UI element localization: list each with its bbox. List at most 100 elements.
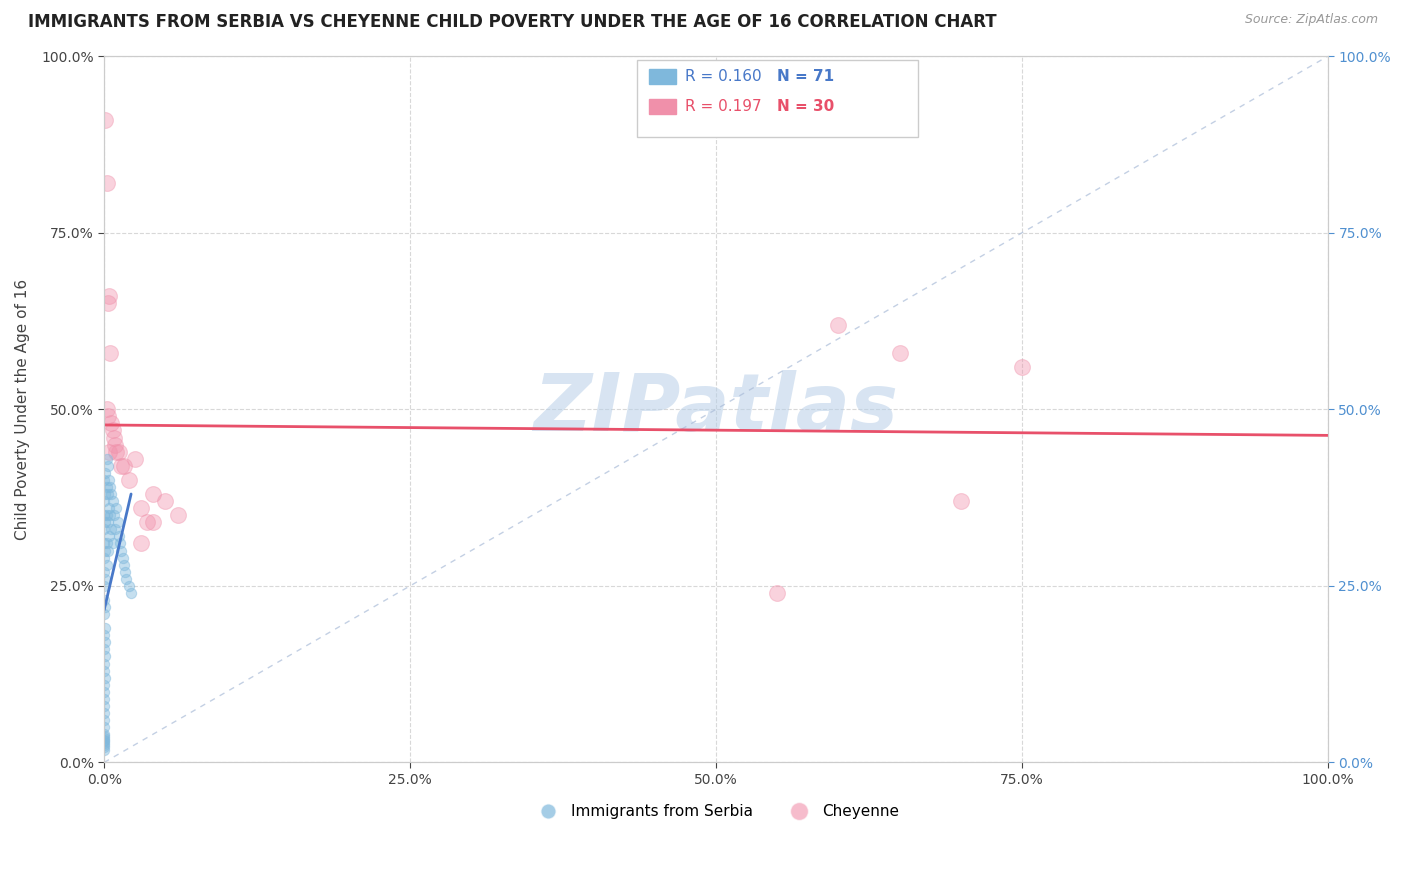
Point	[93, 678, 115, 692]
Point	[94, 543, 117, 558]
Point	[97, 458, 120, 473]
Point	[110, 543, 132, 558]
Point	[93, 579, 115, 593]
Point	[100, 487, 122, 501]
Point	[96, 402, 118, 417]
Point	[94, 572, 117, 586]
Point	[93, 522, 115, 536]
Point	[93, 691, 115, 706]
Text: ZIPatlas: ZIPatlas	[533, 370, 898, 449]
Point	[100, 522, 122, 536]
Point	[129, 536, 152, 550]
Point	[96, 176, 118, 190]
Text: Source: ZipAtlas.com: Source: ZipAtlas.com	[1244, 13, 1378, 27]
Text: R = 0.197: R = 0.197	[686, 99, 762, 114]
Point	[98, 529, 121, 543]
Point	[117, 473, 139, 487]
Point	[97, 543, 120, 558]
FancyBboxPatch shape	[637, 60, 918, 137]
Point	[93, 734, 115, 748]
Point	[949, 494, 972, 508]
Point	[1011, 359, 1033, 374]
Point	[94, 466, 117, 480]
Point	[98, 473, 121, 487]
Point	[105, 501, 128, 516]
Point	[93, 565, 115, 579]
Point	[93, 736, 115, 750]
Point	[93, 720, 115, 734]
Point	[93, 508, 115, 523]
Point	[94, 671, 117, 685]
Point	[97, 409, 120, 424]
Point	[155, 494, 177, 508]
Point	[93, 732, 115, 747]
Point	[93, 729, 115, 743]
Point	[98, 501, 121, 516]
Point	[104, 522, 127, 536]
Point	[93, 713, 115, 727]
Point	[93, 657, 115, 671]
Point	[889, 346, 911, 360]
Point	[98, 480, 121, 494]
Point	[105, 444, 128, 458]
Point	[129, 501, 152, 516]
Text: IMMIGRANTS FROM SERBIA VS CHEYENNE CHILD POVERTY UNDER THE AGE OF 16 CORRELATION: IMMIGRANTS FROM SERBIA VS CHEYENNE CHILD…	[28, 13, 997, 31]
Point	[96, 536, 118, 550]
Point	[93, 664, 115, 678]
Bar	[648, 98, 676, 114]
Point	[108, 529, 131, 543]
Point	[93, 593, 115, 607]
Point	[108, 444, 131, 458]
Point	[827, 318, 849, 332]
Point	[94, 635, 117, 649]
Point	[98, 346, 121, 360]
Point	[107, 516, 129, 530]
Bar	[648, 69, 676, 85]
Point	[114, 565, 136, 579]
Point	[120, 586, 142, 600]
Point	[142, 516, 165, 530]
Point	[93, 607, 115, 621]
Point	[104, 437, 127, 451]
Point	[97, 296, 120, 310]
Point	[94, 600, 117, 615]
Point	[93, 494, 115, 508]
Point	[93, 738, 115, 752]
Point	[96, 451, 118, 466]
Point	[93, 473, 115, 487]
Point	[93, 727, 115, 741]
Point	[101, 494, 124, 508]
Point	[97, 487, 120, 501]
Point	[110, 458, 132, 473]
Text: R = 0.160: R = 0.160	[686, 70, 762, 84]
Point	[96, 480, 118, 494]
Point	[142, 487, 165, 501]
Text: N = 71: N = 71	[778, 70, 834, 84]
Point	[93, 739, 115, 754]
Point	[96, 508, 118, 523]
Point	[93, 550, 115, 565]
Point	[93, 685, 115, 699]
Y-axis label: Child Poverty Under the Age of 16: Child Poverty Under the Age of 16	[15, 278, 30, 540]
Point	[766, 586, 789, 600]
Point	[136, 516, 159, 530]
Point	[98, 289, 121, 303]
Legend: Immigrants from Serbia, Cheyenne: Immigrants from Serbia, Cheyenne	[527, 798, 905, 825]
Point	[94, 516, 117, 530]
Point	[94, 487, 117, 501]
Point	[94, 112, 117, 127]
Point	[93, 536, 115, 550]
Point	[93, 731, 115, 745]
Point	[94, 649, 117, 664]
Point	[103, 431, 125, 445]
Point	[115, 572, 138, 586]
Point	[96, 558, 118, 572]
Point	[94, 621, 117, 635]
Point	[93, 706, 115, 720]
Point	[112, 458, 135, 473]
Point	[124, 451, 146, 466]
Point	[101, 424, 124, 438]
Point	[111, 550, 134, 565]
Point	[97, 516, 120, 530]
Point	[103, 508, 125, 523]
